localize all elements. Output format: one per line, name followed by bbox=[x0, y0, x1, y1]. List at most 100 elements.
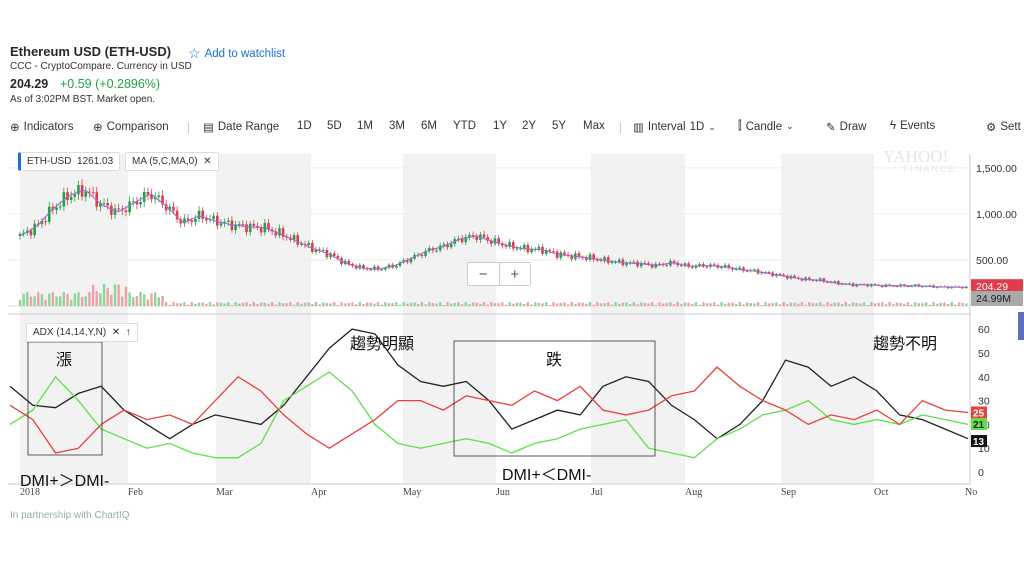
volume-bar bbox=[296, 302, 299, 306]
zoom-in-button[interactable]: + bbox=[510, 265, 520, 283]
settings-button[interactable]: ⚙ Sett bbox=[986, 120, 1021, 134]
annotation-dmi-down: DMI+＜DMI- bbox=[502, 467, 592, 484]
candle-body bbox=[727, 265, 731, 268]
volume-bar bbox=[406, 303, 409, 306]
volume-bar bbox=[219, 302, 223, 306]
range-max[interactable]: Max bbox=[583, 120, 605, 132]
range-2y[interactable]: 2Y bbox=[522, 120, 537, 132]
volume-bar bbox=[281, 303, 285, 306]
month-band bbox=[591, 154, 685, 484]
volume-bar bbox=[563, 302, 566, 306]
interval-dropdown[interactable]: ▥ Interval 1D ⌄ bbox=[633, 120, 716, 134]
arrow-up-icon[interactable]: ↑ bbox=[125, 327, 131, 338]
volume-bar bbox=[687, 302, 690, 306]
candle-body bbox=[424, 251, 427, 257]
candle-body bbox=[811, 279, 815, 281]
candle-body bbox=[464, 236, 468, 243]
range-3m[interactable]: 3M bbox=[389, 120, 405, 132]
add-to-watchlist-button[interactable]: ☆ Add to watchlist bbox=[188, 45, 285, 62]
eth-chip[interactable]: ETH-USD 1261.03 bbox=[18, 152, 121, 171]
candle-body bbox=[73, 194, 77, 197]
volume-bar bbox=[639, 302, 643, 306]
range-5d[interactable]: 5D bbox=[327, 120, 342, 132]
volume-bar bbox=[18, 300, 22, 306]
candlestick-icon: ⫿ bbox=[738, 120, 742, 132]
side-panel-tab[interactable] bbox=[1018, 312, 1024, 340]
close-icon[interactable]: ✕ bbox=[111, 327, 121, 338]
last-price-value: 204.29 bbox=[976, 281, 1008, 293]
volume-bar bbox=[449, 303, 453, 306]
volume-bar bbox=[895, 302, 899, 306]
events-button[interactable]: ϟ Events bbox=[890, 120, 935, 132]
range-5y[interactable]: 5Y bbox=[552, 120, 567, 132]
chart-area[interactable]: 1,500.00 1,000.00 500.00 YAHOO! FINANCE 204.2… bbox=[8, 146, 1024, 508]
draw-label: Draw bbox=[839, 121, 867, 133]
chart-svg[interactable]: 1,500.00 1,000.00 500.00 YAHOO!FINANCE 204.2… bbox=[8, 146, 1024, 508]
range-ytd[interactable]: YTD bbox=[453, 120, 476, 132]
volume-bar bbox=[577, 302, 581, 306]
volume-bar bbox=[303, 302, 307, 306]
series-line-dmi- bbox=[9, 371, 969, 459]
volume-bar bbox=[424, 304, 427, 306]
range-1y[interactable]: 1Y bbox=[493, 120, 508, 132]
volume-bar bbox=[924, 302, 928, 306]
candle-body bbox=[376, 266, 380, 270]
range-1d[interactable]: 1D bbox=[297, 120, 312, 132]
indicators-button[interactable]: ⊕ Indicators bbox=[10, 120, 74, 134]
candle-body bbox=[588, 254, 592, 260]
candle-body bbox=[197, 210, 201, 219]
volume-bar bbox=[570, 302, 573, 306]
volume-bar bbox=[322, 302, 325, 306]
volume-bar bbox=[523, 304, 526, 306]
volume-bar bbox=[150, 293, 153, 306]
volume-bar bbox=[716, 304, 720, 306]
adx-chip[interactable]: ADX (14,14,Y,N) ✕ ↑ bbox=[26, 323, 138, 342]
close-icon[interactable]: ✕ bbox=[203, 156, 212, 167]
market-status: As of 3:02PM BST. Market open. bbox=[10, 94, 156, 105]
volume-bar bbox=[778, 304, 782, 306]
star-icon: ☆ bbox=[188, 45, 201, 61]
candle-body bbox=[427, 248, 431, 252]
ma-chip[interactable]: MA (5,C,MA,0) ✕ bbox=[125, 152, 219, 171]
volume-bar bbox=[175, 303, 179, 306]
candle-body bbox=[150, 194, 153, 200]
candle-body bbox=[318, 249, 321, 251]
candle-body bbox=[515, 248, 519, 250]
candle-body bbox=[895, 285, 899, 287]
comparison-button[interactable]: ⊕ Comparison bbox=[93, 120, 169, 134]
range-6m[interactable]: 6M bbox=[421, 120, 437, 132]
draw-button[interactable]: ✎ Draw bbox=[826, 120, 866, 134]
candle-body bbox=[723, 265, 727, 268]
volume-bar bbox=[132, 297, 135, 306]
candle-dropdown[interactable]: ⫿ Candle ⌄ bbox=[738, 120, 794, 133]
volume-bar bbox=[702, 302, 705, 306]
candle-body bbox=[563, 252, 566, 255]
candle-body bbox=[457, 238, 460, 240]
date-range-button[interactable]: ▤ Date Range bbox=[203, 120, 279, 134]
x-tick-label: 2018 bbox=[20, 487, 40, 498]
series-line-dmi- bbox=[9, 366, 969, 454]
volume-bar bbox=[764, 302, 767, 306]
candle-body bbox=[910, 286, 913, 288]
range-1m[interactable]: 1M bbox=[357, 120, 373, 132]
volume-bar bbox=[398, 304, 402, 306]
candle-body bbox=[102, 203, 106, 205]
volume-bar bbox=[431, 302, 435, 306]
candle-body bbox=[135, 201, 139, 205]
volume-bar bbox=[69, 299, 73, 306]
candle-body bbox=[822, 278, 826, 282]
volume-bar bbox=[490, 302, 493, 306]
volume-bar bbox=[720, 302, 723, 306]
candle-body bbox=[522, 244, 526, 249]
zoom-out-button[interactable]: − bbox=[468, 263, 500, 285]
volume-bar bbox=[742, 304, 745, 306]
volume-bar bbox=[292, 304, 296, 306]
candle-body bbox=[486, 237, 489, 241]
volume-bar bbox=[946, 304, 950, 306]
volume-bar bbox=[314, 302, 318, 306]
volume-bar bbox=[537, 302, 541, 306]
candle-body bbox=[490, 240, 493, 244]
volume-bar bbox=[479, 303, 482, 306]
current-price: 204.29 bbox=[10, 77, 49, 91]
candle-body bbox=[128, 201, 131, 213]
